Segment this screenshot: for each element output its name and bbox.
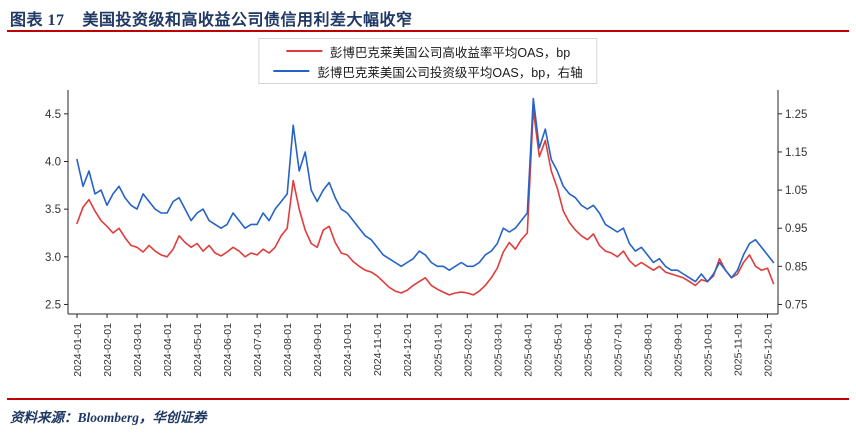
x-axis-tick-label: 2025-09-01 [672, 323, 684, 377]
x-axis-tick-label: 2025-02-01 [462, 323, 474, 377]
title-divider-rule [7, 30, 849, 32]
right-axis-tick-label: 0.85 [785, 261, 807, 273]
x-axis-tick-label: 2024-02-01 [102, 323, 114, 377]
x-axis-tick-label: 2024-11-01 [372, 323, 384, 376]
x-axis-tick-label: 2024-06-01 [222, 323, 234, 377]
x-axis-tick-label: 2025-01-01 [432, 323, 444, 377]
chart-canvas: 2.5 3.0 3.5 4.0 4.5 0.75 0.85 0.95 1.05 1.15 1.25 2… [45, 90, 807, 377]
legend-item-label: 彭博巴克莱美国公司投资级平均OAS，bp，右轴 [317, 65, 583, 80]
legend-line-swatch [285, 50, 322, 52]
left-axis-tick-label: 3.0 [45, 252, 61, 264]
page-title: 图表 17 美国投资级和高收益公司债信用利差大幅收窄 [10, 6, 413, 30]
x-axis-tick-label: 2024-07-01 [252, 323, 264, 377]
chart-title-text: 美国投资级和高收益公司债信用利差大幅收窄 [82, 12, 413, 29]
source-note: 资料来源：Bloomberg，华创证券 [10, 410, 207, 425]
left-axis-tick-label: 3.5 [45, 204, 61, 216]
legend-item: 彭博巴克莱美国公司高收益率平均OAS，bp [285, 42, 571, 60]
legend-item: 彭博巴克莱美国公司投资级平均OAS，bp，右轴 [273, 62, 583, 80]
x-axis-tick-label: 2025-04-01 [522, 323, 534, 377]
x-axis-tick-label: 2024-09-01 [312, 323, 324, 377]
chart-legend: 彭博巴克莱美国公司高收益率平均OAS，bp 彭博巴克莱美国公司投资级平均OAS，b… [258, 38, 598, 84]
x-axis-tick-label: 2024-01-01 [72, 323, 84, 377]
left-axis-tick-label: 4.5 [45, 109, 61, 121]
x-axis-tick-label: 2025-12-01 [762, 323, 774, 377]
right-axis-tick-label: 0.75 [785, 299, 807, 311]
right-axis-tick-label: 0.95 [785, 223, 807, 235]
high-yield-series-line [76, 108, 775, 296]
chart-area: 2.5 3.0 3.5 4.0 4.5 0.75 0.85 0.95 1.05 1.15 1.25 2… [0, 84, 856, 384]
x-axis-tick-label: 2024-05-01 [192, 323, 204, 377]
x-axis-tick-label: 2025-10-01 [702, 323, 714, 377]
x-axis-tick-label: 2024-08-01 [282, 323, 294, 377]
x-axis-tick-label: 2025-11-01 [732, 323, 744, 376]
x-axis-tick-label: 2024-10-01 [342, 323, 354, 377]
left-axis-tick-label: 2.5 [45, 299, 61, 311]
x-axis-tick-label: 2025-08-01 [642, 323, 654, 377]
right-axis-tick-label: 1.05 [785, 185, 807, 197]
x-axis-tick-label: 2025-03-01 [492, 323, 504, 377]
x-axis-tick-label: 2025-06-01 [582, 323, 594, 377]
x-axis-tick-label: 2024-03-01 [132, 323, 144, 377]
investment-grade-series-line [76, 97, 775, 283]
left-axis-tick-label: 4.0 [45, 156, 61, 168]
legend-line-swatch [273, 70, 310, 72]
chart-number-label: 图表 17 [10, 12, 65, 29]
x-axis-tick-label: 2024-12-01 [402, 323, 414, 377]
x-axis-tick-label: 2025-07-01 [612, 323, 624, 377]
legend-item-label: 彭博巴克莱美国公司高收益率平均OAS，bp [329, 45, 571, 60]
right-axis-tick-label: 1.25 [785, 109, 807, 121]
right-axis-tick-label: 1.15 [785, 147, 807, 159]
x-axis-tick-label: 2025-05-01 [552, 323, 564, 377]
x-axis-tick-label: 2024-04-01 [162, 323, 174, 377]
footer-divider-rule [7, 398, 849, 400]
